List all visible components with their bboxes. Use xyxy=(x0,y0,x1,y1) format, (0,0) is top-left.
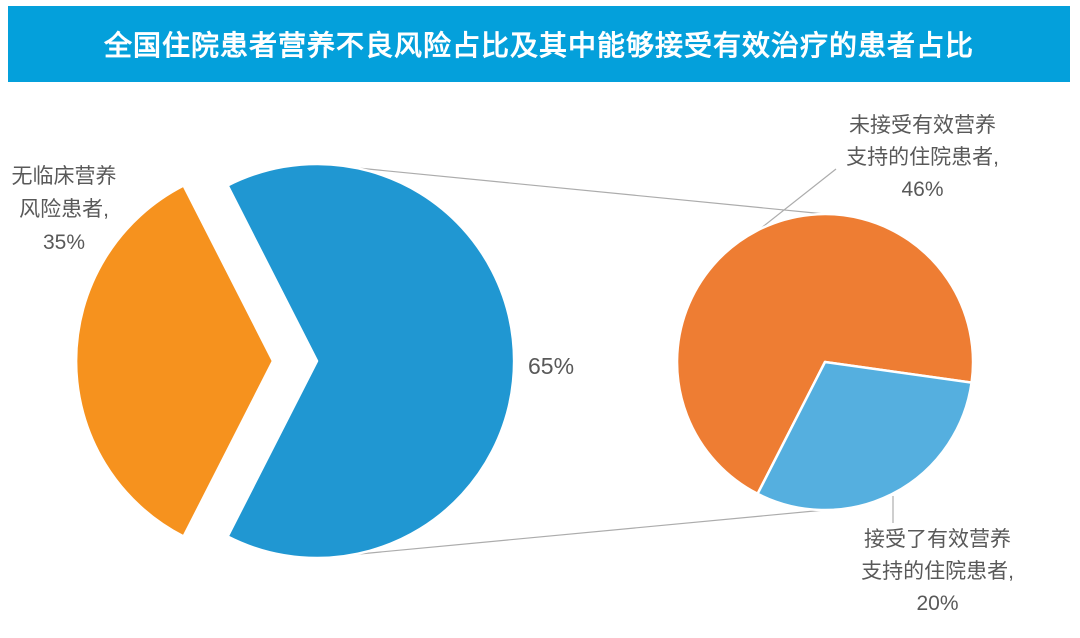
label-no-support-46: 未接受有效营养 支持的住院患者, 46% xyxy=(846,114,999,201)
secondary-slice-blue-20 xyxy=(756,360,973,512)
label-risk-65: 65% xyxy=(528,353,575,379)
leader-line-46-label xyxy=(759,168,837,230)
primary-slice-orange-35 xyxy=(74,184,275,538)
series-line-bottom xyxy=(316,509,826,559)
pies xyxy=(74,162,975,560)
label-no-risk-35: 无临床营养 风险患者, 35% xyxy=(11,165,117,254)
label-support-20: 接受了有效营养 支持的住院患者, 20% xyxy=(861,528,1014,615)
primary-slice-blue-65 xyxy=(226,162,516,560)
series-line-top xyxy=(316,163,826,215)
page-title: 全国住院患者营养不良风险占比及其中能够接受有效治疗的患者占比 xyxy=(103,30,974,61)
secondary-slice-orange-46 xyxy=(675,212,975,496)
series-lines xyxy=(316,163,894,559)
title-banner: 全国住院患者营养不良风险占比及其中能够接受有效治疗的患者占比 xyxy=(8,6,1070,82)
